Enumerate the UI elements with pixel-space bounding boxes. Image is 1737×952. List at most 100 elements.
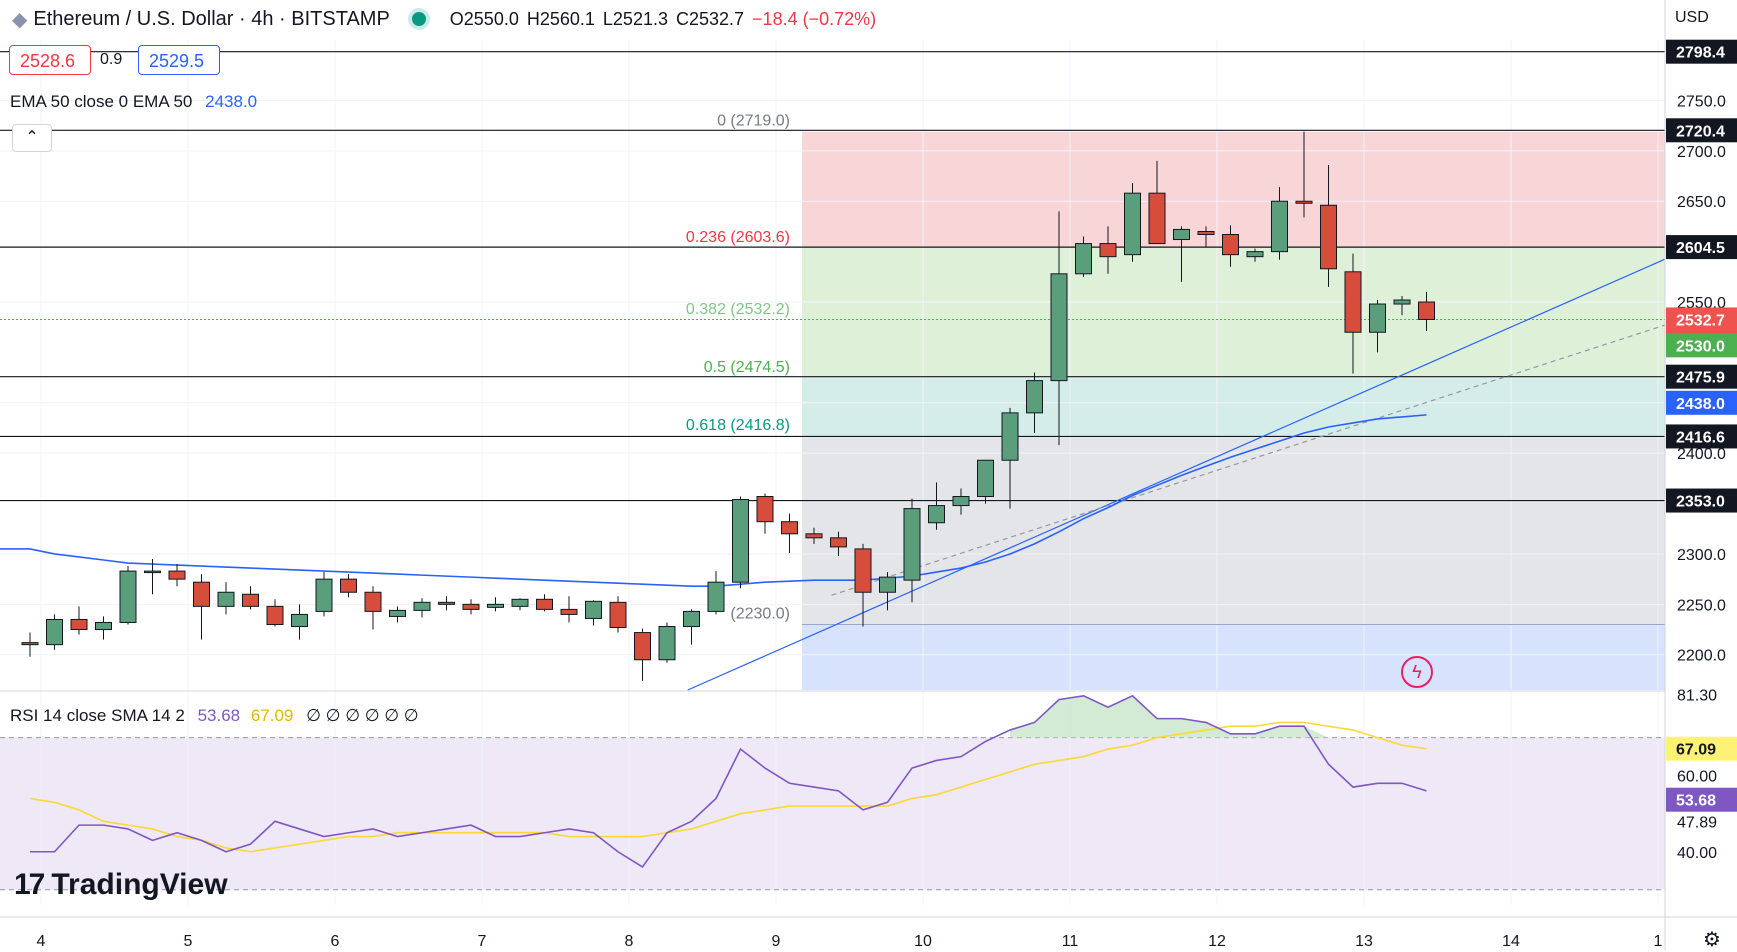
time-tick-label: 6 xyxy=(331,933,340,950)
candle xyxy=(413,598,431,618)
candle-body xyxy=(732,499,749,583)
candle-body xyxy=(119,570,137,623)
rsi-band xyxy=(0,737,1665,890)
rsi-tag-bg xyxy=(1666,736,1737,761)
candle xyxy=(1344,253,1362,374)
candle-body xyxy=(1124,192,1141,256)
candles xyxy=(21,131,1435,681)
candle-body xyxy=(95,621,112,631)
rsi-tick-label: 81.30 xyxy=(1677,688,1717,705)
settings-gear-icon[interactable]: ⚙ xyxy=(1703,929,1721,951)
candle xyxy=(781,513,798,553)
candle-body xyxy=(340,578,357,593)
candle-body xyxy=(560,608,578,615)
currency-label[interactable]: USD xyxy=(1675,9,1709,26)
symbol-title[interactable]: Ethereum / U.S. Dollar · 4h · BITSTAMP xyxy=(33,7,390,30)
time-tick-label: 12 xyxy=(1208,933,1226,950)
candle xyxy=(1197,226,1215,247)
time-tick-label: 14 xyxy=(1502,933,1520,950)
candle xyxy=(683,609,700,645)
candle-body xyxy=(830,537,847,548)
price-tick-label: 2400.0 xyxy=(1677,446,1726,463)
candle-body xyxy=(1393,299,1411,305)
candle xyxy=(977,459,994,504)
candle xyxy=(830,531,847,556)
candle-body xyxy=(364,591,382,612)
candle xyxy=(879,572,896,611)
time-tick-label: 4 xyxy=(37,933,46,950)
candle xyxy=(1099,226,1117,274)
rsi-sma-legend-value: 67.09 xyxy=(250,706,294,725)
candle-body xyxy=(683,610,700,628)
candle xyxy=(732,496,749,589)
sell-button[interactable]: 2528.6 xyxy=(9,45,91,75)
tradingview-logo[interactable]: 17 TradingView xyxy=(14,868,228,902)
dashed-line xyxy=(831,314,1696,596)
flash-icon[interactable]: ϟ xyxy=(1401,656,1433,688)
candle-body xyxy=(511,598,529,607)
fib-zone xyxy=(802,319,1665,379)
fib-zone-below xyxy=(802,624,1665,690)
candle xyxy=(1246,248,1264,262)
price-tick-label: 2200.0 xyxy=(1677,648,1726,665)
candle xyxy=(1393,295,1411,316)
candle-body xyxy=(1271,200,1288,253)
candle xyxy=(1173,226,1190,282)
candle-body xyxy=(1418,301,1435,320)
candle xyxy=(952,488,970,515)
candle-body xyxy=(487,603,504,608)
collapse-legend-button[interactable]: ⌃ xyxy=(12,124,52,152)
price-tick-label: 2700.0 xyxy=(1677,144,1726,161)
price-tag-label: 2475.9 xyxy=(1676,370,1725,387)
fib-zone xyxy=(802,248,1665,320)
candle-body xyxy=(315,578,333,612)
rsi-legend[interactable]: RSI 14 close SMA 14 2 53.68 67.09 ∅ ∅ ∅ … xyxy=(10,706,419,726)
candle-body xyxy=(389,609,406,617)
ethereum-icon: ◆ xyxy=(12,8,28,31)
market-status-icon xyxy=(411,12,426,26)
candle xyxy=(1148,160,1166,245)
candle-body xyxy=(144,570,161,574)
candle-body xyxy=(46,618,63,646)
price-tick-label: 2750.0 xyxy=(1677,93,1726,110)
price-tag-bg xyxy=(1666,39,1737,64)
candle xyxy=(707,571,725,615)
fib-zone xyxy=(802,436,1665,625)
candle xyxy=(438,596,455,611)
time-axis[interactable]: 4 5 6 7 8 9 10 11 12 13 14 1 xyxy=(0,916,1737,950)
fib-level-label: (2230.0) xyxy=(730,605,790,622)
candle xyxy=(1075,236,1092,277)
candle xyxy=(1320,164,1337,287)
rsi-legend-extras: ∅ ∅ ∅ ∅ ∅ ∅ xyxy=(306,706,419,725)
fib-level-label: 0.5 (2474.5) xyxy=(704,359,790,376)
rsi-overbought-fill xyxy=(1010,695,1329,738)
candle xyxy=(928,482,945,530)
candle xyxy=(585,600,602,626)
candle xyxy=(854,543,872,627)
candle-body xyxy=(462,603,480,610)
price-tag-bg xyxy=(1666,333,1737,358)
rsi-tick-label: 40.00 xyxy=(1677,845,1717,862)
candle xyxy=(70,606,88,635)
candle-body xyxy=(266,605,284,625)
candle xyxy=(315,572,333,617)
buy-button[interactable]: 2529.5 xyxy=(138,45,220,75)
candle-body xyxy=(413,601,431,611)
spread-value: 0.9 xyxy=(100,51,123,68)
fib-level-label: 0.236 (2603.6) xyxy=(686,229,790,246)
candle xyxy=(805,527,823,544)
ema-legend[interactable]: EMA 50 close 0 EMA 50 2438.0 xyxy=(10,92,257,112)
candle-body xyxy=(1050,273,1068,382)
price-tag-label: 2353.0 xyxy=(1676,494,1725,511)
price-tag-label: 2532.7 xyxy=(1676,312,1725,329)
candle-body xyxy=(193,581,210,607)
rsi-tick-label: 60.00 xyxy=(1677,769,1717,786)
candle xyxy=(1418,291,1435,331)
rsi-tag-label: 53.68 xyxy=(1676,793,1716,810)
candle-body xyxy=(805,533,823,539)
candle xyxy=(487,597,504,612)
candle xyxy=(266,599,284,627)
candle xyxy=(1026,372,1043,434)
price-tag-bg xyxy=(1666,390,1737,415)
